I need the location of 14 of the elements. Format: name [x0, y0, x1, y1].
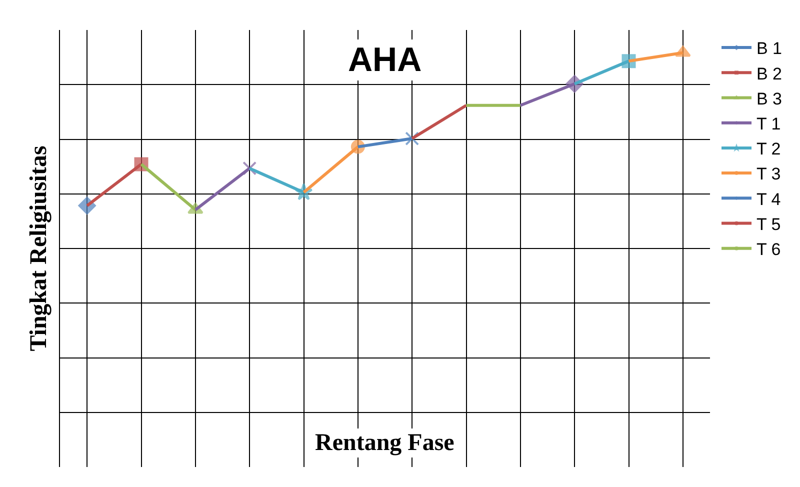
legend-label: T 1: [756, 114, 781, 134]
legend-label: B 1: [756, 39, 782, 58]
chart-title: AHA: [348, 41, 422, 79]
legend-label: T 5: [756, 214, 781, 234]
y-axis-title: Tingkat Religiusitas: [26, 146, 52, 352]
legend-label: T 2: [756, 140, 781, 159]
legend-label: B 3: [756, 89, 782, 108]
point: [242, 161, 257, 176]
legend-label: T 4: [756, 190, 781, 209]
legend-label: B 2: [756, 64, 782, 84]
legend-label: T 3: [756, 164, 781, 184]
x-axis-title: Rentang Fase: [315, 430, 455, 456]
legend-label: T 6: [756, 240, 781, 259]
point: [405, 132, 420, 146]
